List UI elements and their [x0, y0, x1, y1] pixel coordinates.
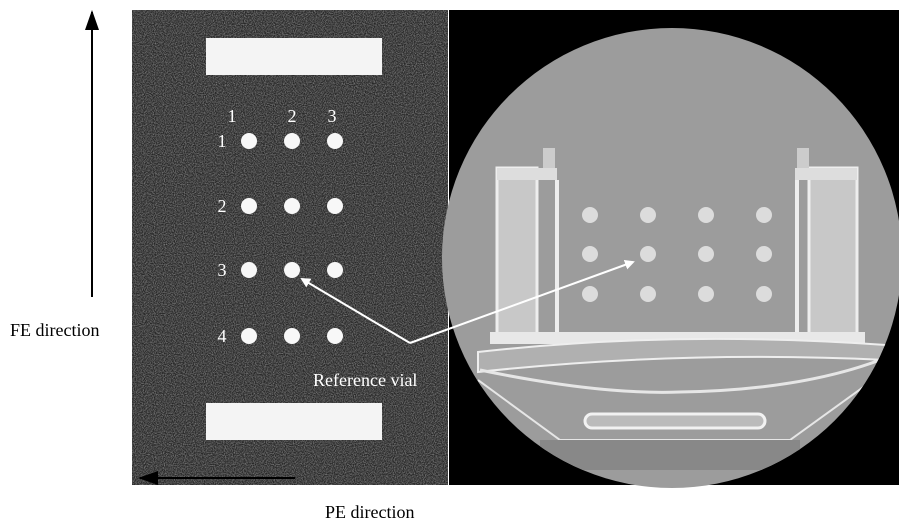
pe-label: PE direction	[325, 502, 414, 522]
column-label: 2	[288, 106, 297, 126]
reference-label: Reference vial	[313, 370, 417, 390]
fe-label: FE direction	[10, 320, 99, 340]
column-label: 1	[228, 106, 237, 126]
figure: FE direction 1 2 3 1 2 3 4 Reference via…	[0, 0, 899, 525]
column-label: 3	[328, 106, 337, 126]
page: FE direction 1 2 3 1 2 3 4 Reference via…	[0, 0, 899, 525]
row-label: 3	[218, 260, 227, 280]
left-image: 1 2 3 1 2 3 4	[132, 10, 448, 485]
row-label: 1	[218, 131, 227, 151]
row-label: 4	[218, 326, 227, 346]
row-label: 2	[218, 196, 227, 216]
right-image	[442, 10, 899, 488]
